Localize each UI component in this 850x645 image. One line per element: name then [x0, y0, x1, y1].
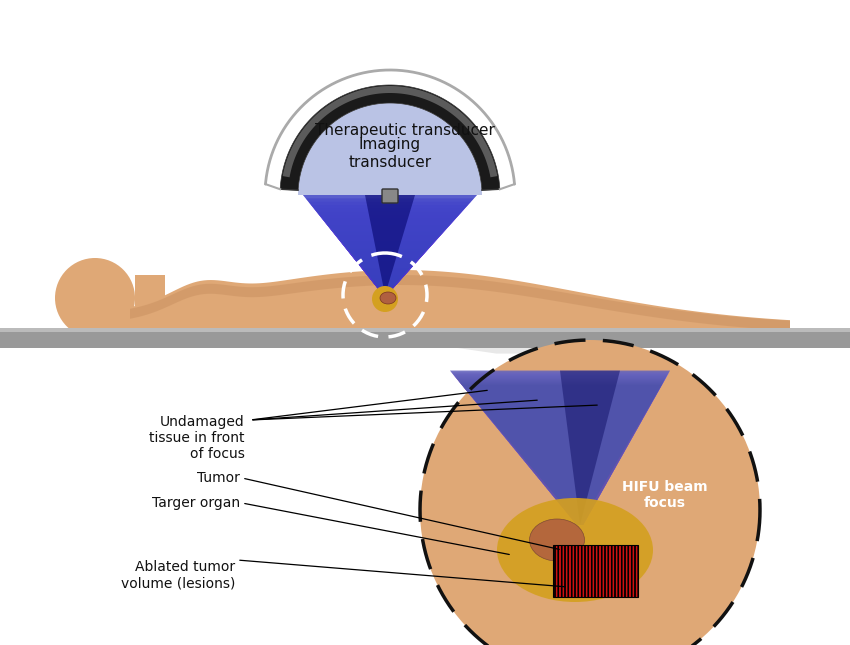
Text: Tumor: Tumor: [197, 471, 240, 485]
Polygon shape: [455, 376, 667, 525]
Polygon shape: [450, 372, 670, 525]
Polygon shape: [344, 245, 431, 295]
Polygon shape: [457, 379, 666, 525]
Polygon shape: [100, 270, 790, 330]
Polygon shape: [303, 195, 477, 295]
Polygon shape: [333, 232, 443, 295]
Polygon shape: [280, 85, 500, 190]
Ellipse shape: [530, 519, 585, 561]
Polygon shape: [461, 383, 663, 525]
Polygon shape: [377, 285, 394, 295]
Polygon shape: [338, 239, 437, 295]
Polygon shape: [450, 371, 670, 525]
Polygon shape: [303, 195, 477, 295]
Polygon shape: [460, 382, 663, 525]
Polygon shape: [327, 225, 450, 295]
Polygon shape: [369, 275, 404, 295]
Polygon shape: [347, 332, 607, 353]
Polygon shape: [349, 252, 425, 295]
Polygon shape: [358, 262, 416, 295]
Bar: [0, 330, 850, 348]
Polygon shape: [365, 195, 415, 295]
FancyBboxPatch shape: [382, 189, 398, 203]
Polygon shape: [363, 268, 410, 295]
Polygon shape: [382, 292, 388, 295]
Circle shape: [55, 258, 135, 338]
Polygon shape: [325, 222, 452, 295]
Polygon shape: [355, 259, 419, 295]
Text: Targer organ: Targer organ: [152, 496, 240, 510]
Polygon shape: [309, 202, 471, 295]
Polygon shape: [341, 242, 434, 295]
Polygon shape: [366, 272, 406, 295]
Polygon shape: [322, 219, 456, 295]
Polygon shape: [283, 86, 497, 177]
Polygon shape: [130, 275, 790, 331]
Polygon shape: [462, 385, 661, 525]
Bar: [553, 545, 638, 597]
Text: Therapeutic transducer: Therapeutic transducer: [315, 123, 495, 137]
Polygon shape: [360, 265, 412, 295]
Text: Imaging
transducer: Imaging transducer: [348, 137, 432, 170]
Polygon shape: [135, 275, 165, 330]
Polygon shape: [380, 288, 391, 295]
Bar: [0, 328, 850, 332]
Polygon shape: [298, 103, 482, 195]
Polygon shape: [458, 380, 665, 525]
Polygon shape: [311, 205, 468, 295]
Ellipse shape: [70, 310, 120, 330]
Polygon shape: [452, 373, 668, 525]
Polygon shape: [459, 381, 664, 525]
Text: Ablated tumor
volume (lesions): Ablated tumor volume (lesions): [121, 560, 235, 590]
Polygon shape: [320, 215, 459, 295]
Polygon shape: [374, 282, 397, 295]
Polygon shape: [336, 235, 440, 295]
Polygon shape: [453, 375, 667, 525]
Polygon shape: [371, 279, 400, 295]
Ellipse shape: [497, 498, 653, 602]
Polygon shape: [450, 371, 670, 525]
Polygon shape: [317, 212, 462, 295]
Polygon shape: [462, 384, 662, 525]
Polygon shape: [456, 378, 666, 525]
Polygon shape: [451, 373, 669, 525]
Circle shape: [420, 340, 760, 645]
Polygon shape: [560, 371, 620, 525]
Bar: [553, 545, 638, 597]
Text: HIFU beam
focus: HIFU beam focus: [622, 480, 708, 510]
Polygon shape: [347, 248, 428, 295]
Text: Undamaged
tissue in front
of focus: Undamaged tissue in front of focus: [150, 415, 245, 461]
Polygon shape: [306, 198, 474, 295]
Polygon shape: [352, 255, 422, 295]
Circle shape: [372, 286, 398, 312]
Polygon shape: [456, 377, 666, 525]
Ellipse shape: [380, 292, 396, 304]
Polygon shape: [331, 228, 446, 295]
Polygon shape: [314, 208, 465, 295]
